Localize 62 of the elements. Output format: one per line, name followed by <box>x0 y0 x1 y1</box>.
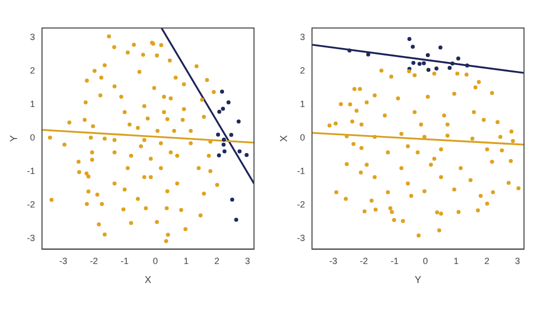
point <box>217 110 222 114</box>
point <box>450 62 454 66</box>
point <box>426 68 430 72</box>
point <box>226 100 230 104</box>
x-tick-label: 0 <box>422 256 428 266</box>
point <box>216 153 221 158</box>
y-tick-label: 1 <box>30 98 35 109</box>
y-tick-label: 3 <box>300 32 305 42</box>
x-tick-label: -1 <box>390 256 399 266</box>
x-tick-label: 1 <box>184 256 189 266</box>
x-tick-label: 2 <box>484 256 490 266</box>
y-tick-label: 1 <box>300 98 305 109</box>
y-tick-label: -1 <box>26 166 35 176</box>
point <box>434 66 438 71</box>
x-tick-label: 0 <box>152 256 158 266</box>
point <box>422 61 426 66</box>
point <box>220 90 224 94</box>
x-tick-label: -2 <box>90 256 98 266</box>
point <box>411 60 416 65</box>
point <box>426 53 430 58</box>
x-axis-title: X <box>144 274 152 286</box>
y-tick-label: 2 <box>300 65 305 76</box>
x-tick-label: 3 <box>245 256 250 266</box>
point <box>465 64 470 68</box>
point <box>238 149 242 154</box>
point <box>438 45 442 50</box>
x-axis-title: Y <box>414 274 422 286</box>
point <box>220 106 225 111</box>
point <box>456 56 460 60</box>
y-tick-label: 0 <box>300 132 305 142</box>
y-axis-title: X <box>278 134 290 142</box>
x-tick-label: 3 <box>515 256 520 266</box>
point <box>347 48 352 52</box>
y-tick-label: 0 <box>30 132 35 142</box>
y-tick-label: -2 <box>26 199 35 210</box>
point <box>244 153 249 158</box>
y-tick-label: 3 <box>30 32 35 42</box>
y-tick-label: 2 <box>30 65 35 76</box>
y-axis-title: Y <box>8 134 20 142</box>
x-tick-label: 2 <box>214 256 220 266</box>
point <box>222 142 226 147</box>
point <box>222 149 227 154</box>
point <box>366 52 370 56</box>
x-tick-label: -3 <box>59 256 68 266</box>
y-tick-label: -1 <box>296 166 305 176</box>
point <box>448 66 452 70</box>
y-tick-label: -2 <box>296 199 305 210</box>
point <box>222 138 226 142</box>
point <box>229 132 234 137</box>
y-tick-label: -3 <box>26 232 35 243</box>
x-tick-label: -2 <box>360 256 368 266</box>
point <box>407 37 412 42</box>
point <box>234 218 238 222</box>
y-tick-label: -3 <box>296 232 305 243</box>
point <box>216 132 220 137</box>
x-tick-label: -1 <box>120 256 129 266</box>
point <box>410 44 415 49</box>
point <box>418 62 422 66</box>
x-tick-label: 1 <box>454 256 459 266</box>
point <box>236 120 241 124</box>
point <box>230 198 234 202</box>
x-tick-label: -3 <box>329 256 338 266</box>
